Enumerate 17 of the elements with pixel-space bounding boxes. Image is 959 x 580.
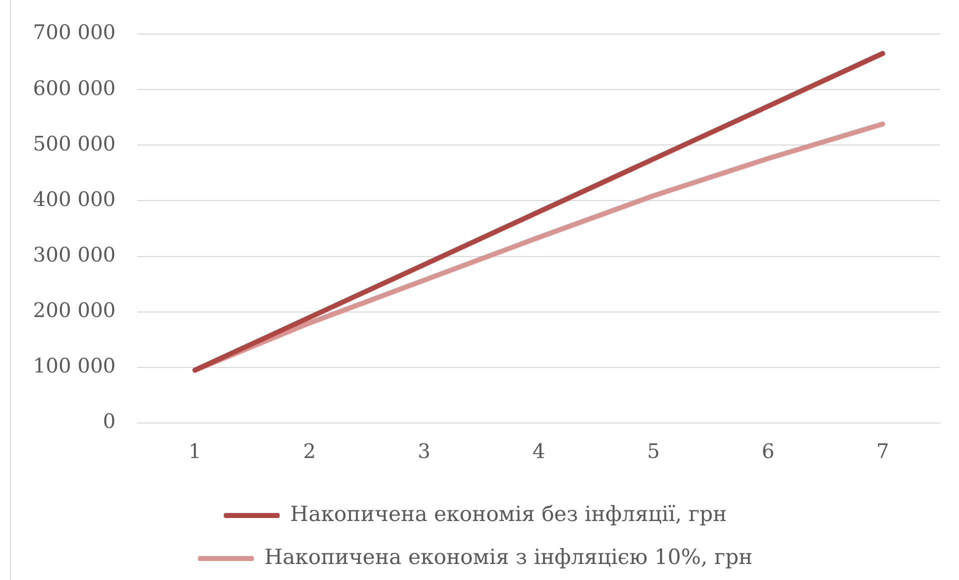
y-tick-label: 500 000 [33, 131, 116, 156]
y-tick-label: 200 000 [33, 298, 116, 322]
legend-label: Накопичена економія з інфляцією 10%, грн [264, 544, 753, 569]
y-tick-label: 400 000 [33, 186, 116, 211]
x-tick-label: 5 [647, 439, 660, 464]
x-tick-label: 1 [188, 439, 202, 464]
y-tick-label: 700 000 [33, 20, 116, 44]
y-tick-label: 100 000 [33, 354, 116, 378]
y-tick-label: 600 000 [33, 76, 116, 100]
x-tick-label: 2 [303, 439, 316, 464]
legend-label: Накопичена економія без інфляції, грн [290, 502, 727, 526]
y-tick-label: 0 [102, 409, 116, 434]
x-tick-label: 7 [876, 439, 890, 464]
y-tick-label: 300 000 [33, 242, 116, 266]
x-tick-label: 3 [418, 439, 431, 464]
x-tick-label: 4 [532, 439, 546, 464]
x-tick-label: 6 [762, 439, 774, 464]
